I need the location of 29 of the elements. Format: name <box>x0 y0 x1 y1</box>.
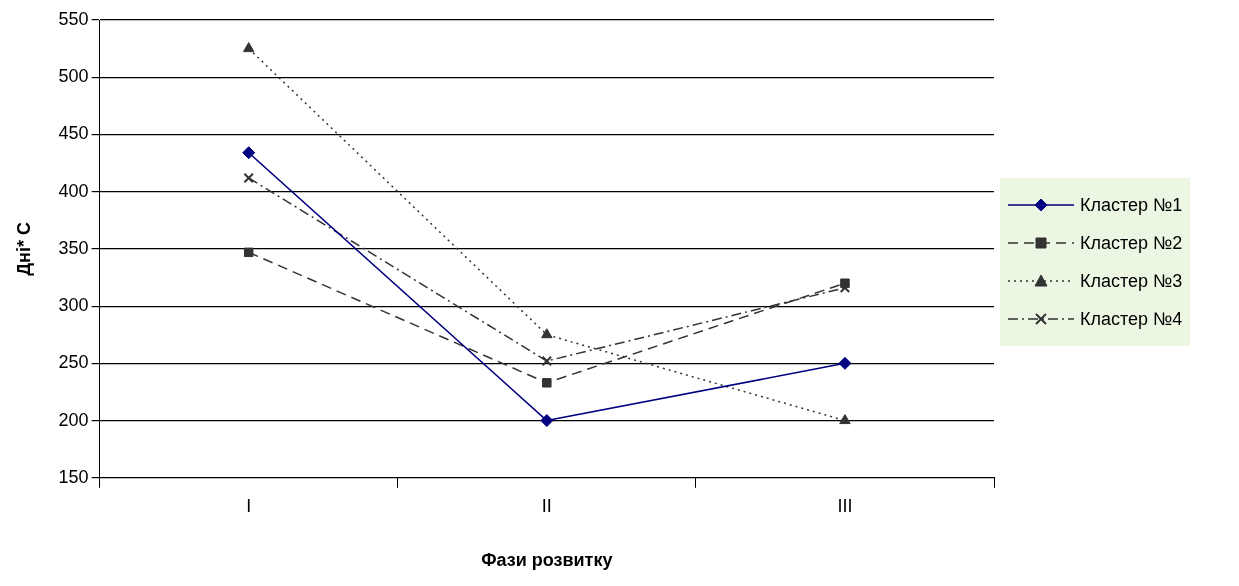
x-axis-title: Фази розвитку <box>481 550 613 571</box>
y-tick-label: 350 <box>58 237 89 258</box>
point <box>243 172 254 184</box>
point <box>542 378 552 388</box>
x-tick-label: III <box>837 495 853 516</box>
point <box>243 42 255 53</box>
y-tick-label: 500 <box>58 66 89 87</box>
legend-label: Кластер №2 <box>1080 232 1183 254</box>
y-tick-label: 550 <box>58 8 89 29</box>
y-tick-label: 450 <box>58 123 89 144</box>
point <box>839 414 851 425</box>
x-tick-label: I <box>246 495 252 516</box>
y-tick-label: 250 <box>58 352 89 373</box>
point <box>541 328 553 339</box>
point <box>541 355 553 367</box>
point <box>242 146 256 160</box>
legend-label: Кластер №1 <box>1080 194 1183 216</box>
point <box>243 247 254 258</box>
point <box>838 356 852 370</box>
y-tick-label: 400 <box>58 180 89 201</box>
y-axis-title: Дні* С <box>13 222 34 276</box>
y-tick-label: 300 <box>58 295 89 316</box>
x-tick-label: II <box>541 495 552 516</box>
legend-label: Кластер №3 <box>1080 270 1183 292</box>
y-tick-label: 150 <box>58 466 89 487</box>
legend-label: Кластер №4 <box>1080 308 1183 330</box>
point <box>840 278 850 288</box>
point <box>540 414 554 428</box>
y-tick-label: 200 <box>58 409 89 430</box>
